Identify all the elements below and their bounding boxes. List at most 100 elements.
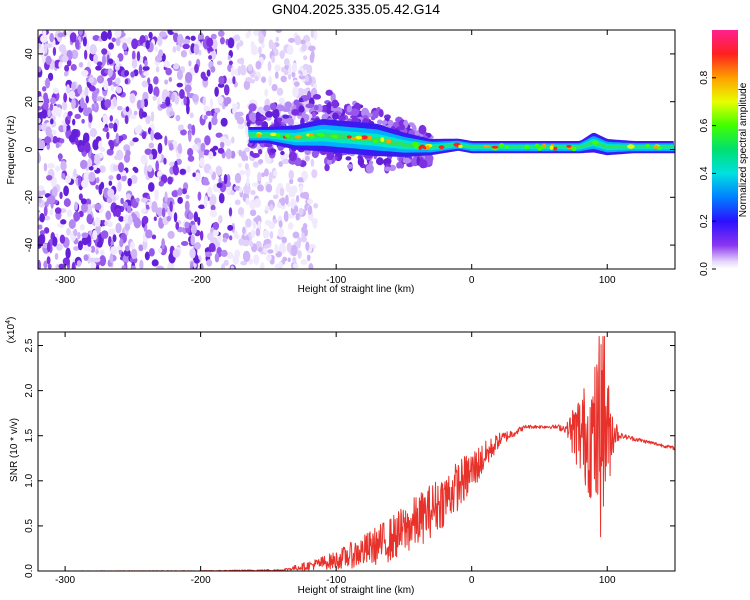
spectrogram-noise-blob xyxy=(309,53,315,64)
spectrogram-noise-blob xyxy=(81,232,89,239)
spectrogram-noise-blob xyxy=(291,71,296,78)
spectrogram-noise-blob xyxy=(151,259,159,267)
spectrogram-noise-blob xyxy=(38,224,43,230)
spectrogram-noise-blob xyxy=(191,144,199,152)
spectrogram-noise-blob xyxy=(310,30,314,39)
spectrogram-noise-blob xyxy=(51,105,59,117)
spectrogram-noise-blob xyxy=(213,112,218,119)
spectrogram-noise-blob xyxy=(210,204,216,211)
spectrogram-noise-blob xyxy=(38,151,41,163)
snr-frame xyxy=(37,331,676,572)
spectrogram-noise-blob xyxy=(56,243,63,251)
spectrogram-x-tick-label: 100 xyxy=(599,275,616,286)
spectrogram-noise-blob xyxy=(288,37,295,43)
spectrogram-noise-blob xyxy=(108,175,114,181)
spectrogram-noise-blob xyxy=(86,214,93,224)
spectrogram-noise-blob xyxy=(249,209,257,217)
spectrogram-noise-blob xyxy=(116,105,123,111)
spectrogram-noise-blob xyxy=(207,232,214,241)
spectrogram-noise-blob xyxy=(174,94,180,105)
spectrogram-noise-blob xyxy=(161,238,165,250)
spectrogram-noise-blob xyxy=(258,247,263,253)
spectrogram-noise-blob xyxy=(74,113,81,120)
spectrogram-ridge-halo xyxy=(294,157,302,167)
spectrogram-y-tick-label: -20 xyxy=(24,190,35,205)
spectrogram-noise-blob xyxy=(112,96,117,107)
spectrogram-noise-blob xyxy=(171,190,178,198)
spectrogram-noise-blob xyxy=(218,214,223,224)
spectrogram-noise-blob xyxy=(64,64,70,72)
spectrogram-hotspot xyxy=(537,146,542,151)
spectrogram-noise-blob xyxy=(297,177,304,183)
spectrogram-noise-blob xyxy=(51,186,58,198)
spectrogram-noise-blob xyxy=(43,92,49,102)
spectrogram-noise-blob xyxy=(66,209,73,218)
spectrogram-noise-blob xyxy=(246,177,250,186)
spectrogram-hotspot xyxy=(380,137,385,143)
spectrogram-noise-blob xyxy=(130,241,135,250)
spectrogram-noise-blob xyxy=(126,36,133,45)
spectrogram-noise-blob xyxy=(93,164,98,171)
spectrogram-noise-blob xyxy=(134,126,142,135)
spectrogram-noise-blob xyxy=(194,172,201,182)
spectrogram-noise-blob xyxy=(218,193,225,204)
spectrogram-noise-blob xyxy=(136,99,143,110)
spectrogram-noise-blob xyxy=(119,238,124,248)
spectrogram-noise-blob xyxy=(288,169,295,180)
spectrogram-noise-blob xyxy=(124,78,129,85)
spectrogram-noise-blob xyxy=(127,214,133,226)
spectrogram-noise-blob xyxy=(63,71,69,77)
spectrogram-noise-blob xyxy=(253,254,260,265)
spectrogram-noise-blob xyxy=(182,38,190,45)
spectrogram-noise-blob xyxy=(133,167,139,174)
spectrogram-noise-blob xyxy=(243,184,251,195)
spectrogram-noise-blob xyxy=(287,222,294,230)
spectrogram-noise-blob xyxy=(194,63,199,74)
spectrogram-noise-blob xyxy=(168,111,175,116)
spectrogram-noise-blob xyxy=(274,71,279,79)
spectrogram-ridge-halo xyxy=(276,117,283,122)
spectrogram-noise-blob xyxy=(273,218,278,224)
spectrogram-noise-blob xyxy=(306,198,314,205)
spectrogram-ridge-halo xyxy=(271,108,280,119)
spectrogram-noise-blob xyxy=(148,31,153,39)
spectrogram-noise-blob xyxy=(38,66,42,73)
spectrogram-ridge-halo xyxy=(269,102,277,111)
spectrogram-noise-blob xyxy=(263,248,268,254)
spectrogram-noise-blob xyxy=(99,255,107,267)
spectrogram-noise-blob xyxy=(164,135,168,146)
spectrogram-noise-blob xyxy=(73,228,78,237)
spectrogram-ridge-halo xyxy=(418,159,428,169)
spectrogram-noise-blob xyxy=(202,96,207,106)
spectrogram-noise-blob xyxy=(237,124,245,130)
spectrogram-noise-blob xyxy=(233,185,241,191)
spectrogram-ridge-halo xyxy=(378,109,384,118)
spectrogram-noise-blob xyxy=(124,245,130,252)
spectrogram-noise-blob xyxy=(193,43,200,56)
figure-title: GN04.2025.335.05.42.G14 xyxy=(272,1,440,17)
spectrogram-noise-blob xyxy=(157,134,163,140)
spectrogram-noise-blob xyxy=(197,216,201,226)
spectrogram-noise-blob xyxy=(200,142,206,152)
spectrogram-noise-blob xyxy=(258,33,265,45)
spectrogram-noise-blob xyxy=(237,163,243,168)
spectrogram-ridge-halo xyxy=(384,166,391,172)
spectrogram-noise-blob xyxy=(142,66,150,71)
spectrogram-noise-blob xyxy=(312,30,318,41)
spectrogram-ridge-halo xyxy=(300,95,310,100)
spectrogram-noise-blob xyxy=(202,149,211,156)
spectrogram-noise-blob xyxy=(158,49,164,58)
spectrogram-ridge-halo xyxy=(313,104,319,111)
spectrogram-noise-blob xyxy=(236,42,240,50)
spectrogram-noise-blob xyxy=(71,98,76,110)
spectrogram-noise-blob xyxy=(255,60,262,70)
snr-background xyxy=(38,332,675,571)
spectrogram-noise-blob xyxy=(77,232,81,240)
spectrogram-noise-blob xyxy=(266,254,272,262)
spectrogram-noise-blob xyxy=(140,98,145,110)
spectrogram-noise-blob xyxy=(306,254,311,262)
spectrogram-noise-blob xyxy=(82,109,91,117)
spectrogram-noise-blob xyxy=(298,74,306,80)
spectrogram-noise-blob xyxy=(157,35,163,47)
spectrogram-noise-blob xyxy=(156,151,162,162)
